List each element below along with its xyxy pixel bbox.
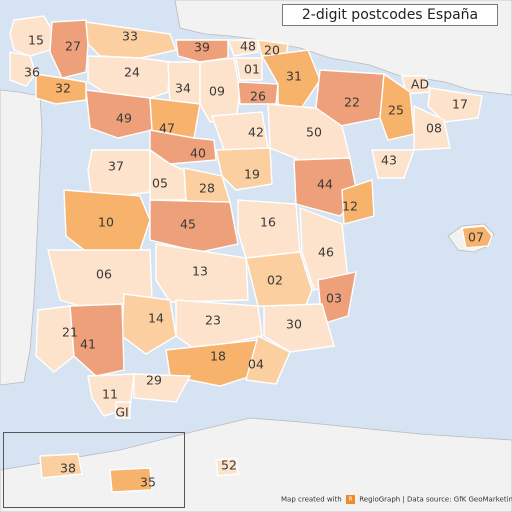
postcode-region-08[interactable] [413, 104, 451, 151]
postcode-label-16: 16 [260, 215, 276, 230]
postcode-label-34: 34 [175, 81, 191, 96]
postcode-label-01: 01 [244, 62, 260, 77]
postcode-region-12[interactable] [341, 179, 375, 225]
postcode-label-25: 25 [388, 103, 404, 118]
postcode-label-39: 39 [194, 40, 210, 55]
postcode-region-49[interactable] [85, 89, 153, 139]
postcode-label-47: 47 [159, 121, 175, 136]
postcode-label-03: 03 [326, 291, 342, 306]
postcode-label-35: 35 [140, 475, 156, 490]
postcode-region-02[interactable] [245, 251, 313, 311]
postcode-label-27: 27 [65, 39, 81, 54]
postcode-label-11: 11 [102, 387, 118, 402]
postcode-labels: 15 27 33 39 48 20 36 32 24 34 09 01 26 31 22 AD 25 17 08 49… [24, 29, 484, 490]
postcode-label-50: 50 [306, 125, 322, 140]
postcode-label-13: 13 [192, 264, 208, 279]
postcode-region-17[interactable] [427, 87, 483, 123]
map-credit: Map created with R RegioGraph | Data sou… [281, 495, 512, 504]
postcode-label-17: 17 [452, 97, 468, 112]
postcode-region-30[interactable] [263, 303, 335, 353]
postcode-region-52[interactable] [215, 457, 239, 477]
postcode-region-13[interactable] [155, 243, 249, 303]
postcode-region-15[interactable] [9, 15, 53, 57]
postcode-region-07[interactable] [461, 225, 493, 249]
map-title: 2-digit postcodes España [282, 4, 498, 26]
postcode-label-04: 04 [248, 357, 264, 372]
postcode-region-GI[interactable] [115, 401, 131, 419]
postcode-label-38: 38 [60, 461, 76, 476]
credit-suffix: | Data source: GfK GeoMarketing [402, 495, 512, 504]
postcode-label-22: 22 [344, 95, 360, 110]
postcode-label-12: 12 [342, 199, 358, 214]
postcode-label-40: 40 [190, 146, 206, 161]
postcode-label-43: 43 [381, 153, 397, 168]
postcode-label-20: 20 [264, 43, 280, 58]
postcode-label-52: 52 [221, 458, 237, 473]
postcode-region-25[interactable] [379, 72, 415, 141]
postcode-label-GI: GI [115, 405, 128, 420]
postcode-label-37: 37 [108, 159, 124, 174]
postcode-label-24: 24 [124, 65, 140, 80]
postcode-label-33: 33 [122, 29, 138, 44]
postcode-region-27[interactable] [49, 19, 89, 79]
postcode-region-04[interactable] [245, 334, 291, 385]
postcode-label-23: 23 [205, 313, 221, 328]
postcode-region-35[interactable] [109, 467, 153, 493]
postcode-region-32[interactable] [35, 73, 87, 105]
postcode-label-49: 49 [116, 111, 132, 126]
postcode-label-36: 36 [24, 65, 40, 80]
postcode-region-19[interactable] [215, 147, 273, 191]
postcode-label-08: 08 [426, 121, 442, 136]
postcode-region-48[interactable] [226, 39, 259, 57]
postcode-label-07: 07 [468, 230, 484, 245]
postcode-label-18: 18 [210, 349, 226, 364]
postcode-region-29[interactable] [133, 373, 192, 403]
postcode-region-22[interactable] [315, 69, 385, 127]
postcode-regions [9, 15, 493, 493]
postcode-label-31: 31 [286, 69, 302, 84]
postcode-label-26: 26 [250, 89, 266, 104]
credit-brand: RegioGraph [359, 495, 401, 504]
postcode-label-09: 09 [209, 84, 225, 99]
postcode-label-45: 45 [180, 217, 196, 232]
postcode-label-10: 10 [98, 215, 114, 230]
postcode-label-48: 48 [240, 39, 256, 54]
postcode-label-41: 41 [80, 337, 96, 352]
postcode-label-32: 32 [55, 81, 71, 96]
credit-prefix: Map created with [281, 495, 342, 504]
postcode-label-30: 30 [286, 317, 302, 332]
postcode-region-45[interactable] [149, 199, 239, 253]
postcode-label-19: 19 [244, 167, 260, 182]
postcode-label-15: 15 [28, 33, 44, 48]
postcode-region-21[interactable] [35, 305, 75, 373]
postcode-label-29: 29 [146, 373, 162, 388]
postcode-label-44: 44 [317, 177, 333, 192]
postcode-region-24[interactable] [87, 55, 171, 99]
postcode-label-05: 05 [152, 176, 168, 191]
postcode-label-AD: AD [411, 77, 429, 92]
postcode-label-14: 14 [148, 311, 164, 326]
postcode-region-01[interactable] [235, 57, 263, 81]
postcode-region-41[interactable] [69, 303, 125, 377]
postcode-label-06: 06 [96, 267, 112, 282]
postcode-label-46: 46 [318, 245, 334, 260]
postcode-label-42: 42 [248, 125, 264, 140]
postcode-region-18[interactable] [165, 339, 271, 387]
postcode-region-36[interactable] [9, 51, 37, 87]
canary-islands-inset-frame [3, 432, 185, 508]
postcode-region-43[interactable] [371, 149, 415, 179]
postcode-label-28: 28 [199, 181, 215, 196]
postcode-label-02: 02 [267, 273, 283, 288]
regiograph-logo-icon: R [345, 495, 355, 504]
postcode-label-21: 21 [62, 325, 78, 340]
postcode-region-38[interactable] [39, 453, 83, 479]
